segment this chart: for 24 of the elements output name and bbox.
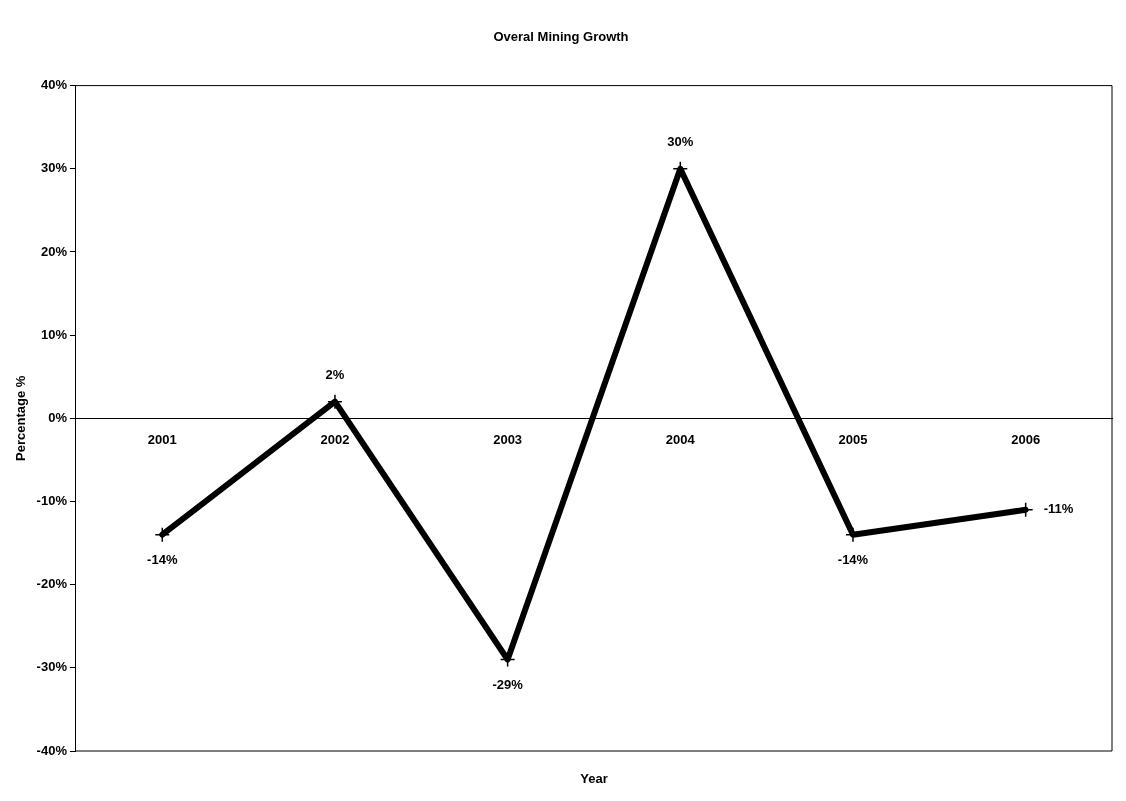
- x-tick-label: 2001: [147, 431, 177, 447]
- y-tick-label: -40%: [36, 742, 68, 758]
- data-label: 30%: [667, 134, 694, 150]
- x-tick-label: 2006: [1011, 431, 1041, 447]
- y-tick-label: 20%: [40, 243, 68, 259]
- y-tick-label: 30%: [40, 160, 68, 176]
- data-label: -11%: [1043, 501, 1074, 517]
- y-tick-label: -10%: [36, 493, 68, 509]
- data-label: -14%: [837, 552, 869, 568]
- chart-title: Overal Mining Growth: [493, 29, 629, 45]
- y-axis-title: Percentage %: [13, 375, 29, 461]
- x-tick-label: 2005: [838, 431, 868, 447]
- data-label: 2%: [325, 367, 345, 383]
- y-tick-label: 0%: [48, 409, 68, 425]
- data-label: -14%: [147, 552, 178, 568]
- x-tick-label: 2002: [320, 431, 350, 447]
- y-tick-label: -20%: [36, 576, 68, 592]
- x-tick-label: 2004: [665, 431, 696, 447]
- x-tick-label: 2003: [493, 431, 523, 447]
- y-tick-label: 40%: [40, 77, 68, 93]
- data-label: -29%: [492, 677, 524, 693]
- y-tick-label: -30%: [36, 659, 68, 675]
- x-axis-title: Year: [580, 770, 608, 786]
- y-tick-label: 10%: [40, 326, 68, 342]
